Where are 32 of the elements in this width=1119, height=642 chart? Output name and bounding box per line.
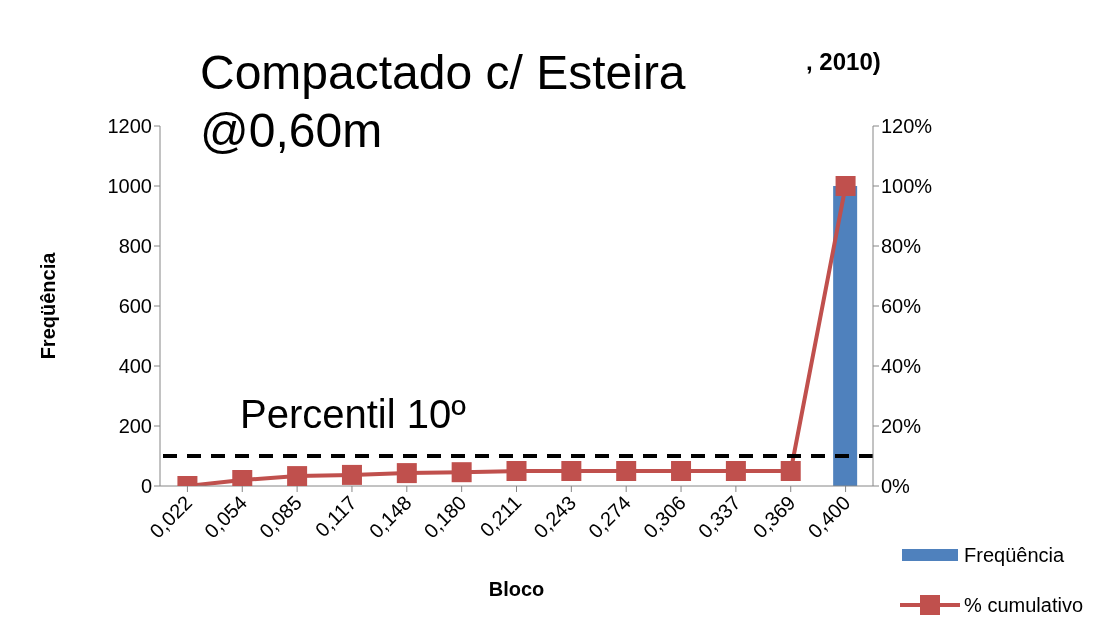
legend-label: Freqüência <box>964 543 1065 567</box>
chart-title: Compactado c/ Esteira @0,60m <box>200 45 686 159</box>
y-tick-label: 1000 <box>107 175 152 198</box>
point <box>780 461 801 481</box>
y-tick-label: 400 <box>118 355 152 378</box>
point <box>835 176 856 196</box>
y2-tick-label: 100% <box>881 175 933 198</box>
y-axis-title: Freqüência <box>37 251 60 360</box>
x-axis-title: Bloco <box>488 578 545 600</box>
y-tick-label: 0 <box>140 475 152 498</box>
y2-tick-label: 0% <box>881 475 911 498</box>
y2-tick-label: 80% <box>881 235 922 258</box>
point <box>341 464 362 485</box>
y-tick-label: 1200 <box>107 115 152 138</box>
y-tick-label: 800 <box>118 235 152 258</box>
point <box>725 461 746 481</box>
y2-tick-label: 40% <box>881 355 922 378</box>
text: , 2010) <box>806 48 881 76</box>
y2-tick-label: 120% <box>881 115 933 138</box>
point <box>396 463 417 484</box>
point <box>671 461 692 481</box>
point <box>616 461 637 481</box>
point <box>506 461 527 481</box>
y-tick-label: 600 <box>118 295 152 318</box>
point <box>451 462 472 483</box>
y2-tick-label: 60% <box>881 295 922 318</box>
point <box>287 466 308 486</box>
ref-line-label: Percentil 10º <box>240 392 467 436</box>
y2-tick-label: 20% <box>881 415 922 438</box>
legend-label: % cumulativo <box>964 593 1083 617</box>
y-tick-label: 200 <box>118 415 152 438</box>
point <box>561 461 582 481</box>
